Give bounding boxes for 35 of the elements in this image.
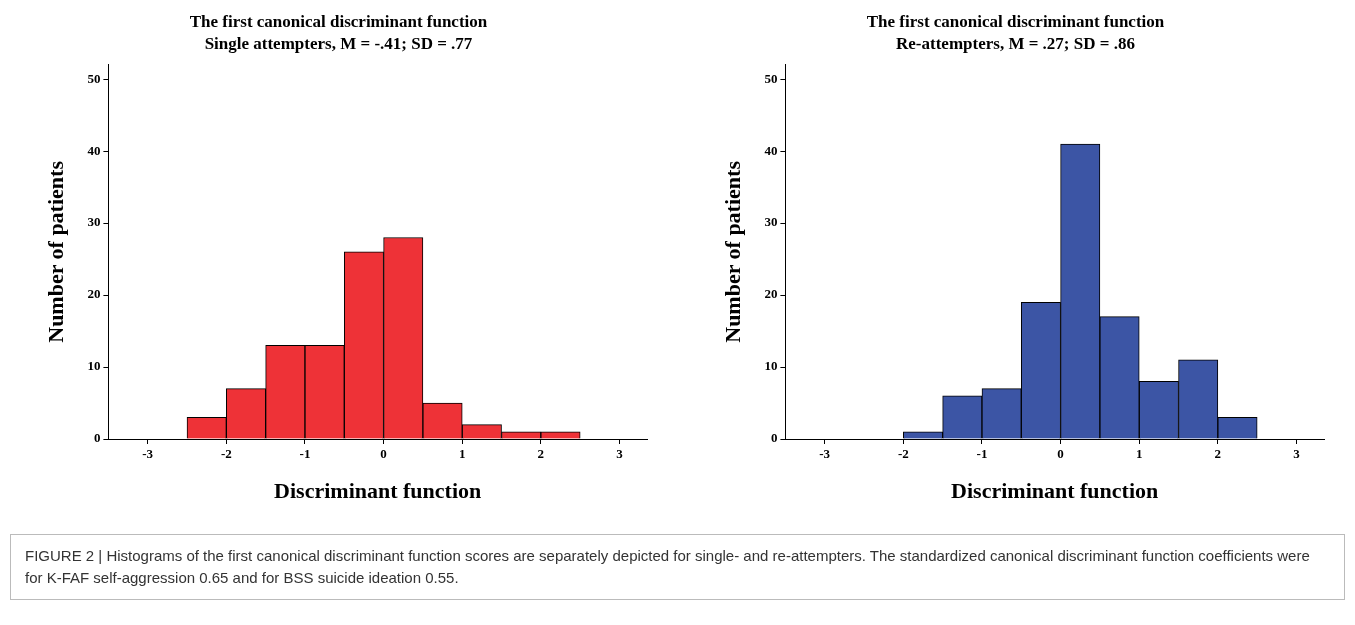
y-tick-label: 10 [764, 358, 778, 374]
y-tick-label: 0 [93, 430, 101, 446]
x-tick-label: 1 [458, 446, 466, 462]
x-tick-label: 3 [616, 446, 624, 462]
chart-title: The first canonical discriminant function [189, 11, 488, 31]
y-tick-label: 50 [87, 70, 101, 86]
x-axis-title: Discriminant function [951, 478, 1159, 504]
y-tick-label: 40 [764, 142, 778, 158]
x-tick-label: -3 [142, 446, 154, 462]
x-tick-label: 0 [380, 446, 387, 462]
y-tick-label: 20 [764, 286, 778, 302]
y-tick-label: 0 [770, 430, 778, 446]
y-tick-label: 20 [87, 286, 101, 302]
y-tick-label: 10 [87, 358, 101, 374]
chart-title: The first canonical discriminant function [866, 11, 1165, 31]
x-tick-label: 3 [1293, 446, 1301, 462]
x-tick-label: 2 [537, 446, 545, 462]
y-tick-label: 50 [764, 70, 778, 86]
chart-subtitle: Re-attempters, M = .27; SD = .86 [896, 33, 1135, 53]
y-tick-label: 40 [87, 142, 101, 158]
x-tick-label: 0 [1057, 446, 1064, 462]
y-tick-label: 30 [87, 214, 101, 230]
y-axis-title: Number of patients [719, 160, 745, 343]
x-axis-title: Discriminant function [274, 478, 482, 504]
x-tick-label: -1 [299, 446, 311, 462]
x-tick-label: -2 [220, 446, 232, 462]
x-tick-label: -2 [897, 446, 909, 462]
caption: FIGURE 2 | Histograms of the first canonical discriminant function scores are separately depicted for single- and re-attempters. The standardized canonical discriminant function coefficients were for K-FAF self-aggression 0.65 and for BSS suicide ideation 0.55. [25, 546, 1311, 588]
x-tick-label: 2 [1214, 446, 1222, 462]
x-tick-label: -1 [976, 446, 988, 462]
chart-subtitle: Single attempters, M = -.41; SD = .77 [204, 33, 473, 53]
y-tick-label: 30 [764, 214, 778, 230]
x-tick-label: -3 [819, 446, 831, 462]
x-tick-label: 1 [1135, 446, 1143, 462]
y-axis-title: Number of patients [42, 160, 68, 343]
